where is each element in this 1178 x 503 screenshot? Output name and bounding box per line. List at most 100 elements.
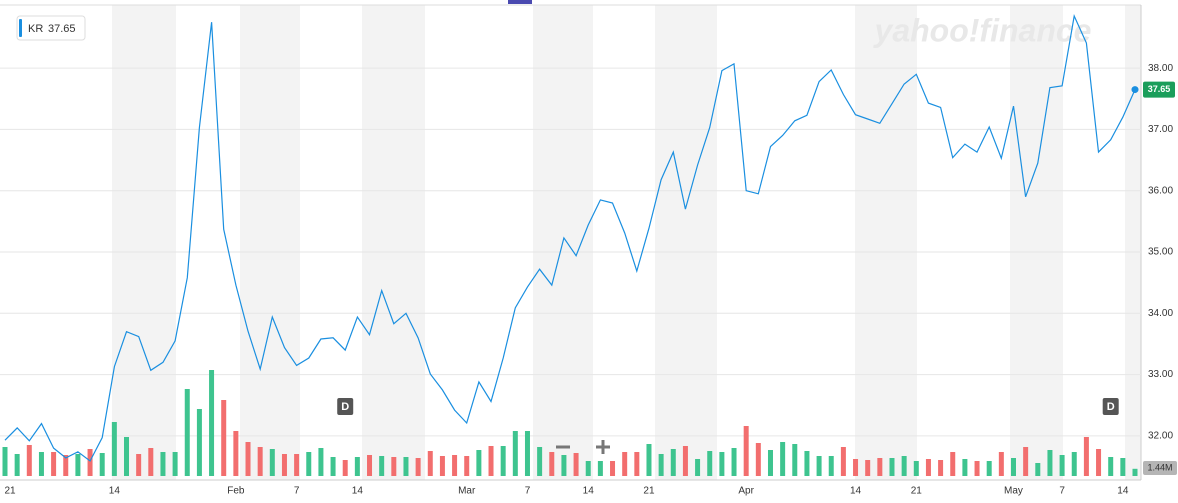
volume-bar xyxy=(1132,468,1138,476)
x-tick-label: 14 xyxy=(109,486,121,497)
volume-bar xyxy=(986,461,992,476)
volume-bar xyxy=(209,370,215,476)
volume-bar xyxy=(925,459,931,476)
volume-bar xyxy=(901,456,907,476)
volume-bar xyxy=(318,448,324,476)
band xyxy=(655,5,717,480)
volume-bar xyxy=(682,446,688,476)
band xyxy=(1010,5,1063,480)
volume-bar xyxy=(87,449,93,476)
volume-bar xyxy=(610,461,616,476)
volume-bar xyxy=(427,451,433,476)
y-tick-label: 37.00 xyxy=(1148,124,1173,135)
volume-bar xyxy=(646,444,652,476)
volume-bar xyxy=(439,456,445,476)
volume-bar xyxy=(38,452,44,476)
x-tick-label: Apr xyxy=(738,486,754,497)
volume-bar xyxy=(1071,452,1077,476)
volume-bar xyxy=(816,456,822,476)
volume-bar xyxy=(51,452,57,476)
volume-bar xyxy=(865,460,871,476)
volume-bar xyxy=(1023,447,1029,476)
volume-bar xyxy=(1120,458,1126,476)
volume-bar xyxy=(306,452,312,476)
volume-bar xyxy=(743,426,749,476)
volume-bar xyxy=(500,446,506,476)
price-tag xyxy=(1143,81,1175,98)
plot: 32.00 33.00 34.00 35.00 36.00 37.00 38.00 21 14 F… xyxy=(0,13,1177,497)
x-tick-label: 14 xyxy=(352,486,364,497)
volume-bar xyxy=(670,449,676,476)
volume-bar xyxy=(950,452,956,476)
volume-bar xyxy=(597,461,603,476)
volume-bar xyxy=(233,431,239,476)
volume-bar xyxy=(731,448,737,476)
volume-bar xyxy=(792,444,798,476)
y-tick-label: 35.00 xyxy=(1148,247,1173,258)
band xyxy=(1125,5,1141,480)
band xyxy=(362,5,425,480)
volume-bar xyxy=(780,442,786,476)
volume-bar xyxy=(415,458,421,476)
volume-bar xyxy=(658,454,664,476)
volume-bar xyxy=(452,455,458,476)
legend-box xyxy=(16,15,86,41)
volume-bar xyxy=(853,459,859,476)
volume-bar xyxy=(99,453,105,476)
volume-bar xyxy=(342,460,348,476)
dividend-label: D xyxy=(341,401,349,413)
volume-bar xyxy=(367,455,373,476)
price-tag-label: 37.65 xyxy=(1148,84,1171,94)
volume-bar xyxy=(403,457,409,476)
x-tick-label: 7 xyxy=(294,486,300,497)
volume-bar xyxy=(804,451,810,476)
band xyxy=(240,5,300,480)
volume-bar xyxy=(476,450,482,476)
volume-bar xyxy=(1096,449,1102,476)
volume-bar xyxy=(245,442,251,476)
volume-label: 1.44M xyxy=(1147,462,1172,472)
x-tick-label: 7 xyxy=(1059,486,1065,497)
volume-bar xyxy=(488,446,494,476)
volume-tag xyxy=(1143,461,1177,475)
volume-bar xyxy=(14,454,20,476)
volume-bar xyxy=(537,447,543,476)
volume-bar xyxy=(938,460,944,476)
x-tick-label: 7 xyxy=(525,486,531,497)
volume-bar xyxy=(26,445,32,476)
week-bands xyxy=(112,5,1141,480)
volume-bar xyxy=(1047,450,1053,476)
volume-bar xyxy=(63,455,69,476)
volume-bar xyxy=(877,458,883,476)
volume-bar xyxy=(160,452,166,476)
dividend-marker xyxy=(1102,398,1119,415)
volume-bar xyxy=(998,452,1004,476)
volume-bar xyxy=(755,443,761,476)
x-tick-label: Mar xyxy=(458,486,476,497)
volume-bar xyxy=(573,453,579,476)
volume-bar xyxy=(840,447,846,476)
volume-bar xyxy=(111,422,117,476)
volume-bar xyxy=(379,456,385,476)
x-tick-label: 21 xyxy=(911,486,923,497)
volume-bar xyxy=(294,454,300,476)
volume-bar xyxy=(1083,437,1089,476)
volume-bar xyxy=(1035,463,1041,476)
logo: yahoo!finance xyxy=(873,12,1092,48)
volume-bar xyxy=(913,461,919,476)
volume-bar xyxy=(354,457,360,476)
last-point xyxy=(1131,86,1139,94)
volume-bar xyxy=(2,447,8,476)
legend-name: KR xyxy=(28,23,43,35)
x-tick-label: Feb xyxy=(227,486,245,497)
volume-bar xyxy=(1010,458,1016,476)
volume-bar xyxy=(391,457,397,476)
volume-bar xyxy=(512,431,518,476)
volume-bar xyxy=(184,389,190,476)
volume-bar xyxy=(136,454,142,476)
volume-bar xyxy=(695,459,701,476)
volume-bar xyxy=(257,447,263,476)
legend-value: 37.65 xyxy=(48,23,76,35)
volume-bar xyxy=(221,400,227,476)
y-tick-label: 38.00 xyxy=(1148,63,1173,74)
